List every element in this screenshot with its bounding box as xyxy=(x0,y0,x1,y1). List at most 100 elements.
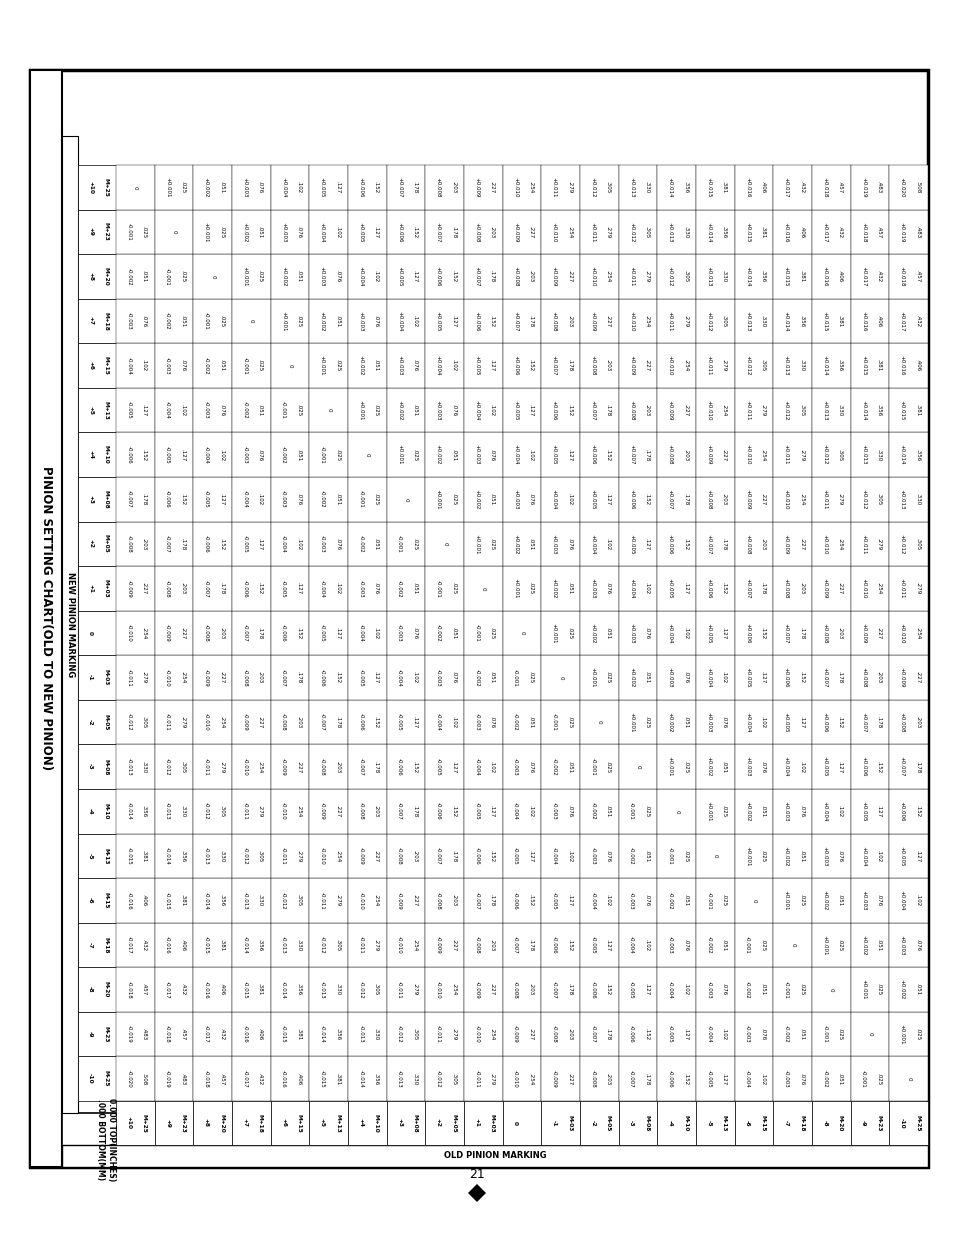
Text: .152: .152 xyxy=(643,1028,649,1040)
Text: .102: .102 xyxy=(489,761,495,773)
Text: -8: -8 xyxy=(88,987,93,993)
Polygon shape xyxy=(696,1011,734,1056)
Text: +0.019: +0.019 xyxy=(860,177,865,198)
Text: -0.001: -0.001 xyxy=(782,981,788,998)
Text: .457: .457 xyxy=(219,1072,224,1084)
Text: +0.018: +0.018 xyxy=(821,177,826,198)
Text: .279: .279 xyxy=(335,894,339,906)
Text: 0: 0 xyxy=(712,855,717,857)
Polygon shape xyxy=(502,1011,540,1056)
Polygon shape xyxy=(657,745,696,789)
Polygon shape xyxy=(78,745,116,789)
Text: .254: .254 xyxy=(721,404,726,416)
Text: .102: .102 xyxy=(566,850,572,862)
Text: .051: .051 xyxy=(451,448,456,461)
Polygon shape xyxy=(502,388,540,432)
Polygon shape xyxy=(116,700,154,745)
Text: .330: .330 xyxy=(837,404,841,416)
Text: .127: .127 xyxy=(412,716,417,729)
Text: -0.003: -0.003 xyxy=(436,668,440,687)
Text: +0.009: +0.009 xyxy=(513,221,517,242)
Polygon shape xyxy=(811,210,850,254)
Text: .051: .051 xyxy=(876,939,881,951)
Polygon shape xyxy=(425,254,463,299)
Text: -0.005: -0.005 xyxy=(705,1070,711,1088)
Text: .356: .356 xyxy=(721,226,726,238)
Text: -0.001: -0.001 xyxy=(667,847,672,864)
Text: .406: .406 xyxy=(876,315,881,327)
Text: +0.015: +0.015 xyxy=(860,356,865,375)
Polygon shape xyxy=(888,299,927,343)
Text: .227: .227 xyxy=(257,716,262,729)
Text: +0.012: +0.012 xyxy=(590,177,595,198)
Text: +0.008: +0.008 xyxy=(744,534,749,555)
Polygon shape xyxy=(232,700,271,745)
Text: -0.008: -0.008 xyxy=(280,714,286,731)
Text: +0.008: +0.008 xyxy=(628,400,633,420)
Text: +0.004: +0.004 xyxy=(358,267,363,287)
Polygon shape xyxy=(386,521,425,566)
Polygon shape xyxy=(271,165,309,210)
Polygon shape xyxy=(618,521,657,566)
Text: +0.007: +0.007 xyxy=(396,177,401,198)
Polygon shape xyxy=(154,923,193,967)
Polygon shape xyxy=(193,299,232,343)
Text: .152: .152 xyxy=(566,939,572,951)
Text: +0.008: +0.008 xyxy=(860,667,865,688)
Polygon shape xyxy=(116,789,154,834)
Text: .178: .178 xyxy=(180,537,185,550)
Polygon shape xyxy=(773,745,811,789)
Text: .102: .102 xyxy=(335,583,339,594)
Text: .305: .305 xyxy=(876,493,881,505)
Polygon shape xyxy=(734,745,773,789)
Text: .127: .127 xyxy=(451,761,456,773)
Polygon shape xyxy=(78,477,116,521)
Polygon shape xyxy=(463,477,502,521)
Text: .102: .102 xyxy=(643,583,649,594)
Polygon shape xyxy=(193,165,232,210)
Polygon shape xyxy=(348,923,386,967)
Text: .025: .025 xyxy=(219,315,224,327)
Text: .051: .051 xyxy=(257,404,262,416)
Text: M+20: M+20 xyxy=(219,1114,224,1132)
Text: 0: 0 xyxy=(88,631,93,635)
Text: +0.009: +0.009 xyxy=(551,267,556,287)
Text: -8: -8 xyxy=(821,1120,826,1126)
Text: -0.001: -0.001 xyxy=(126,224,132,241)
Text: -0.007: -0.007 xyxy=(628,1070,633,1088)
Polygon shape xyxy=(618,923,657,967)
Text: .051: .051 xyxy=(180,315,185,327)
Text: .330: .330 xyxy=(219,850,224,862)
Text: 0: 0 xyxy=(480,587,485,590)
Text: +0.001: +0.001 xyxy=(744,846,749,866)
Polygon shape xyxy=(30,70,62,1167)
Polygon shape xyxy=(734,923,773,967)
Text: .076: .076 xyxy=(489,448,495,461)
Text: .051: .051 xyxy=(799,850,803,862)
Text: +0.003: +0.003 xyxy=(396,356,401,375)
Text: .076: .076 xyxy=(799,1072,803,1084)
Text: +0.004: +0.004 xyxy=(280,177,286,198)
Text: -1: -1 xyxy=(551,1120,556,1126)
Text: .102: .102 xyxy=(489,404,495,416)
Text: M-13: M-13 xyxy=(721,1115,726,1131)
Text: M+15: M+15 xyxy=(103,356,108,375)
Polygon shape xyxy=(540,700,579,745)
Text: -0.006: -0.006 xyxy=(126,446,132,463)
Text: -7: -7 xyxy=(782,1120,788,1126)
Text: .203: .203 xyxy=(257,672,262,684)
Polygon shape xyxy=(773,521,811,566)
Polygon shape xyxy=(579,210,618,254)
Polygon shape xyxy=(696,656,734,700)
Polygon shape xyxy=(502,656,540,700)
Text: .025: .025 xyxy=(451,493,456,505)
Polygon shape xyxy=(811,1056,850,1100)
Polygon shape xyxy=(734,611,773,656)
Text: +0.006: +0.006 xyxy=(705,578,711,599)
Text: .254: .254 xyxy=(142,627,147,640)
Polygon shape xyxy=(386,834,425,878)
Text: .025: .025 xyxy=(528,583,533,594)
Polygon shape xyxy=(348,656,386,700)
Text: .051: .051 xyxy=(760,805,764,818)
Polygon shape xyxy=(696,566,734,611)
